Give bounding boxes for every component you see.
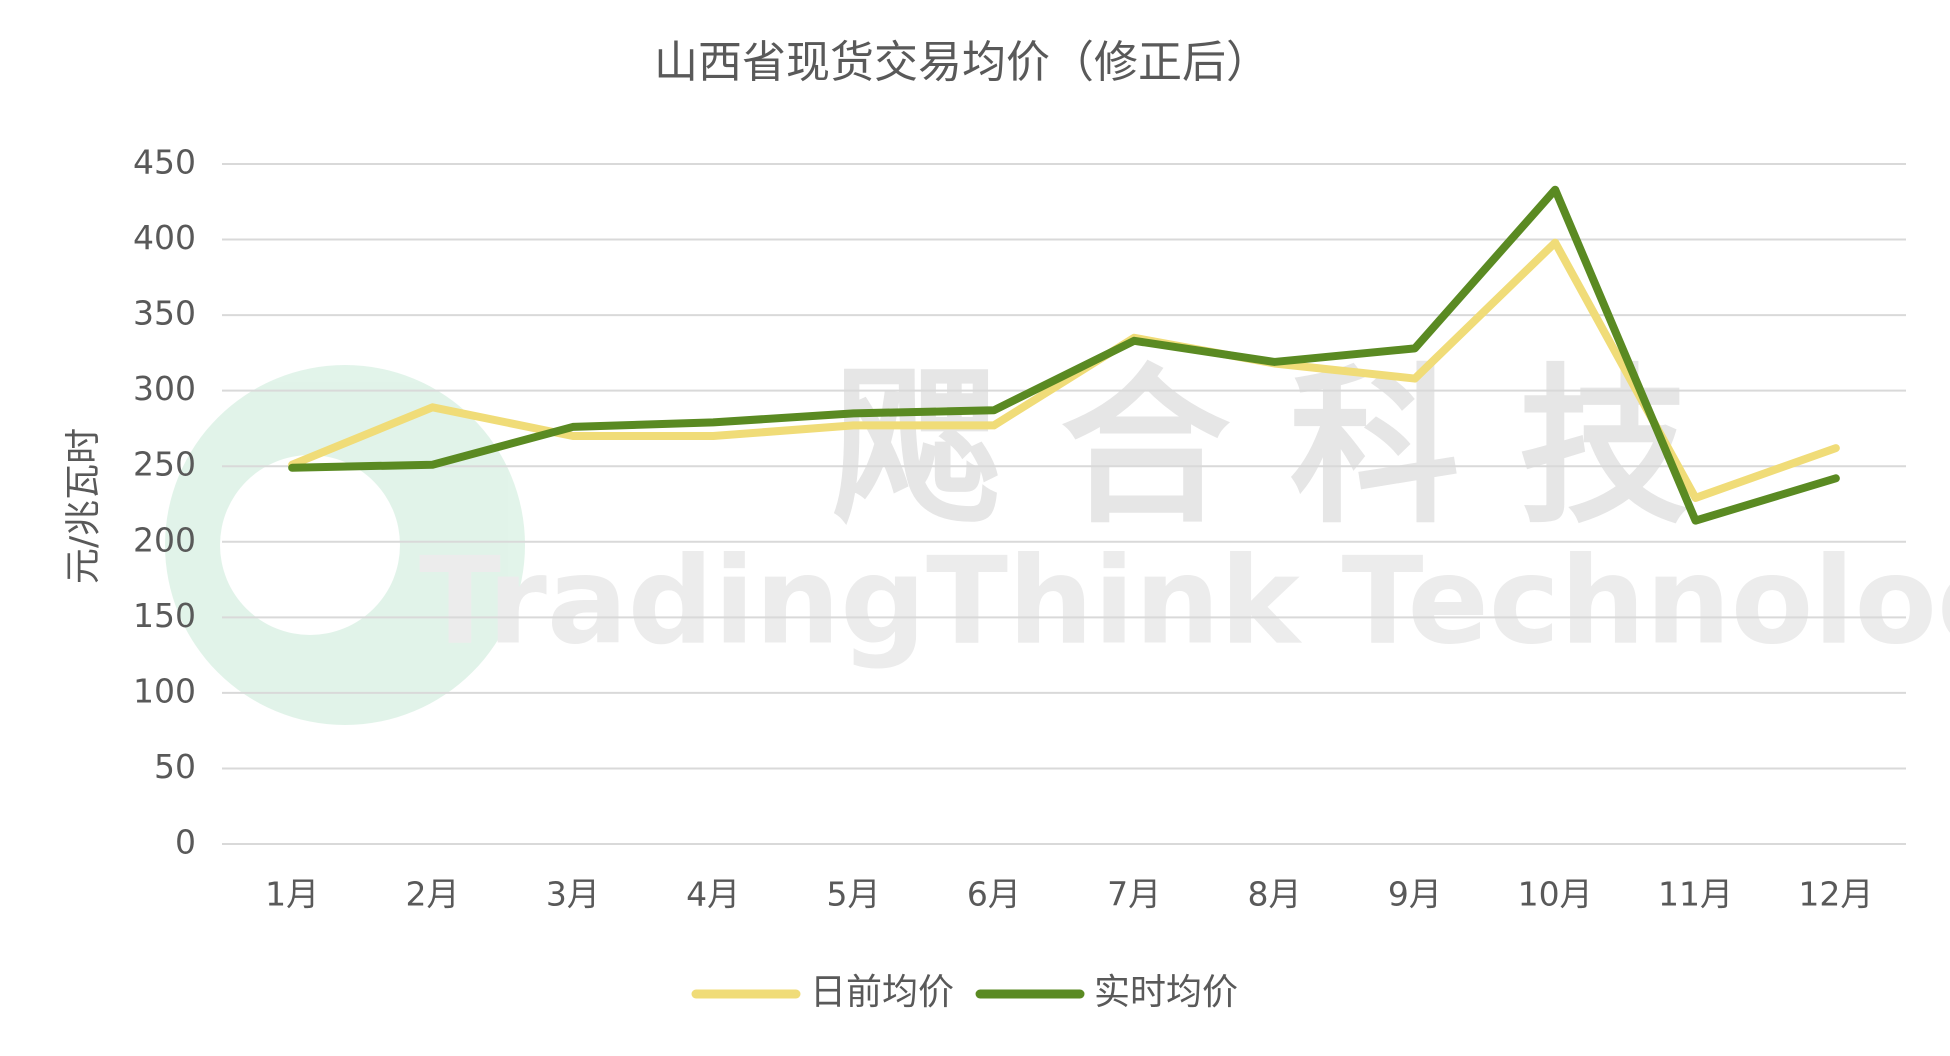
y-tick-label: 50: [154, 747, 196, 786]
x-tick-label: 9月: [1388, 875, 1442, 914]
watermark-en: TradingThink Technology: [419, 533, 1950, 672]
x-tick-label: 2月: [406, 875, 460, 914]
x-tick-label: 7月: [1107, 875, 1161, 914]
y-tick-label: 450: [133, 143, 196, 182]
watermark-cn: 飔 合 科 技: [831, 349, 1689, 547]
x-tick-label: 4月: [686, 875, 740, 914]
y-tick-label: 100: [133, 671, 196, 710]
x-tick-label: 3月: [546, 875, 600, 914]
y-tick-label: 300: [133, 369, 196, 408]
y-tick-label: 200: [133, 520, 196, 559]
legend-label: 实时均价: [1094, 972, 1238, 1013]
x-tick-label: 6月: [967, 875, 1021, 914]
chart-title: 山西省现货交易均价（修正后）: [654, 37, 1270, 88]
y-tick-label: 400: [133, 218, 196, 257]
x-tick-label: 10月: [1518, 875, 1593, 914]
x-tick-label: 11月: [1658, 875, 1733, 914]
legend-label: 日前均价: [810, 972, 954, 1013]
x-tick-label: 8月: [1248, 875, 1302, 914]
y-axis-label: 元/兆瓦时: [63, 428, 104, 584]
series-line: [288, 185, 1840, 525]
x-tick-label: 12月: [1798, 875, 1873, 914]
watermark-logo: [165, 365, 525, 725]
x-tick-label: 1月: [265, 875, 319, 914]
y-tick-label: 250: [133, 445, 196, 484]
y-tick-label: 150: [133, 596, 196, 635]
y-tick-label: 350: [133, 294, 196, 333]
x-tick-label: 5月: [827, 875, 881, 914]
y-tick-label: 0: [175, 823, 196, 862]
